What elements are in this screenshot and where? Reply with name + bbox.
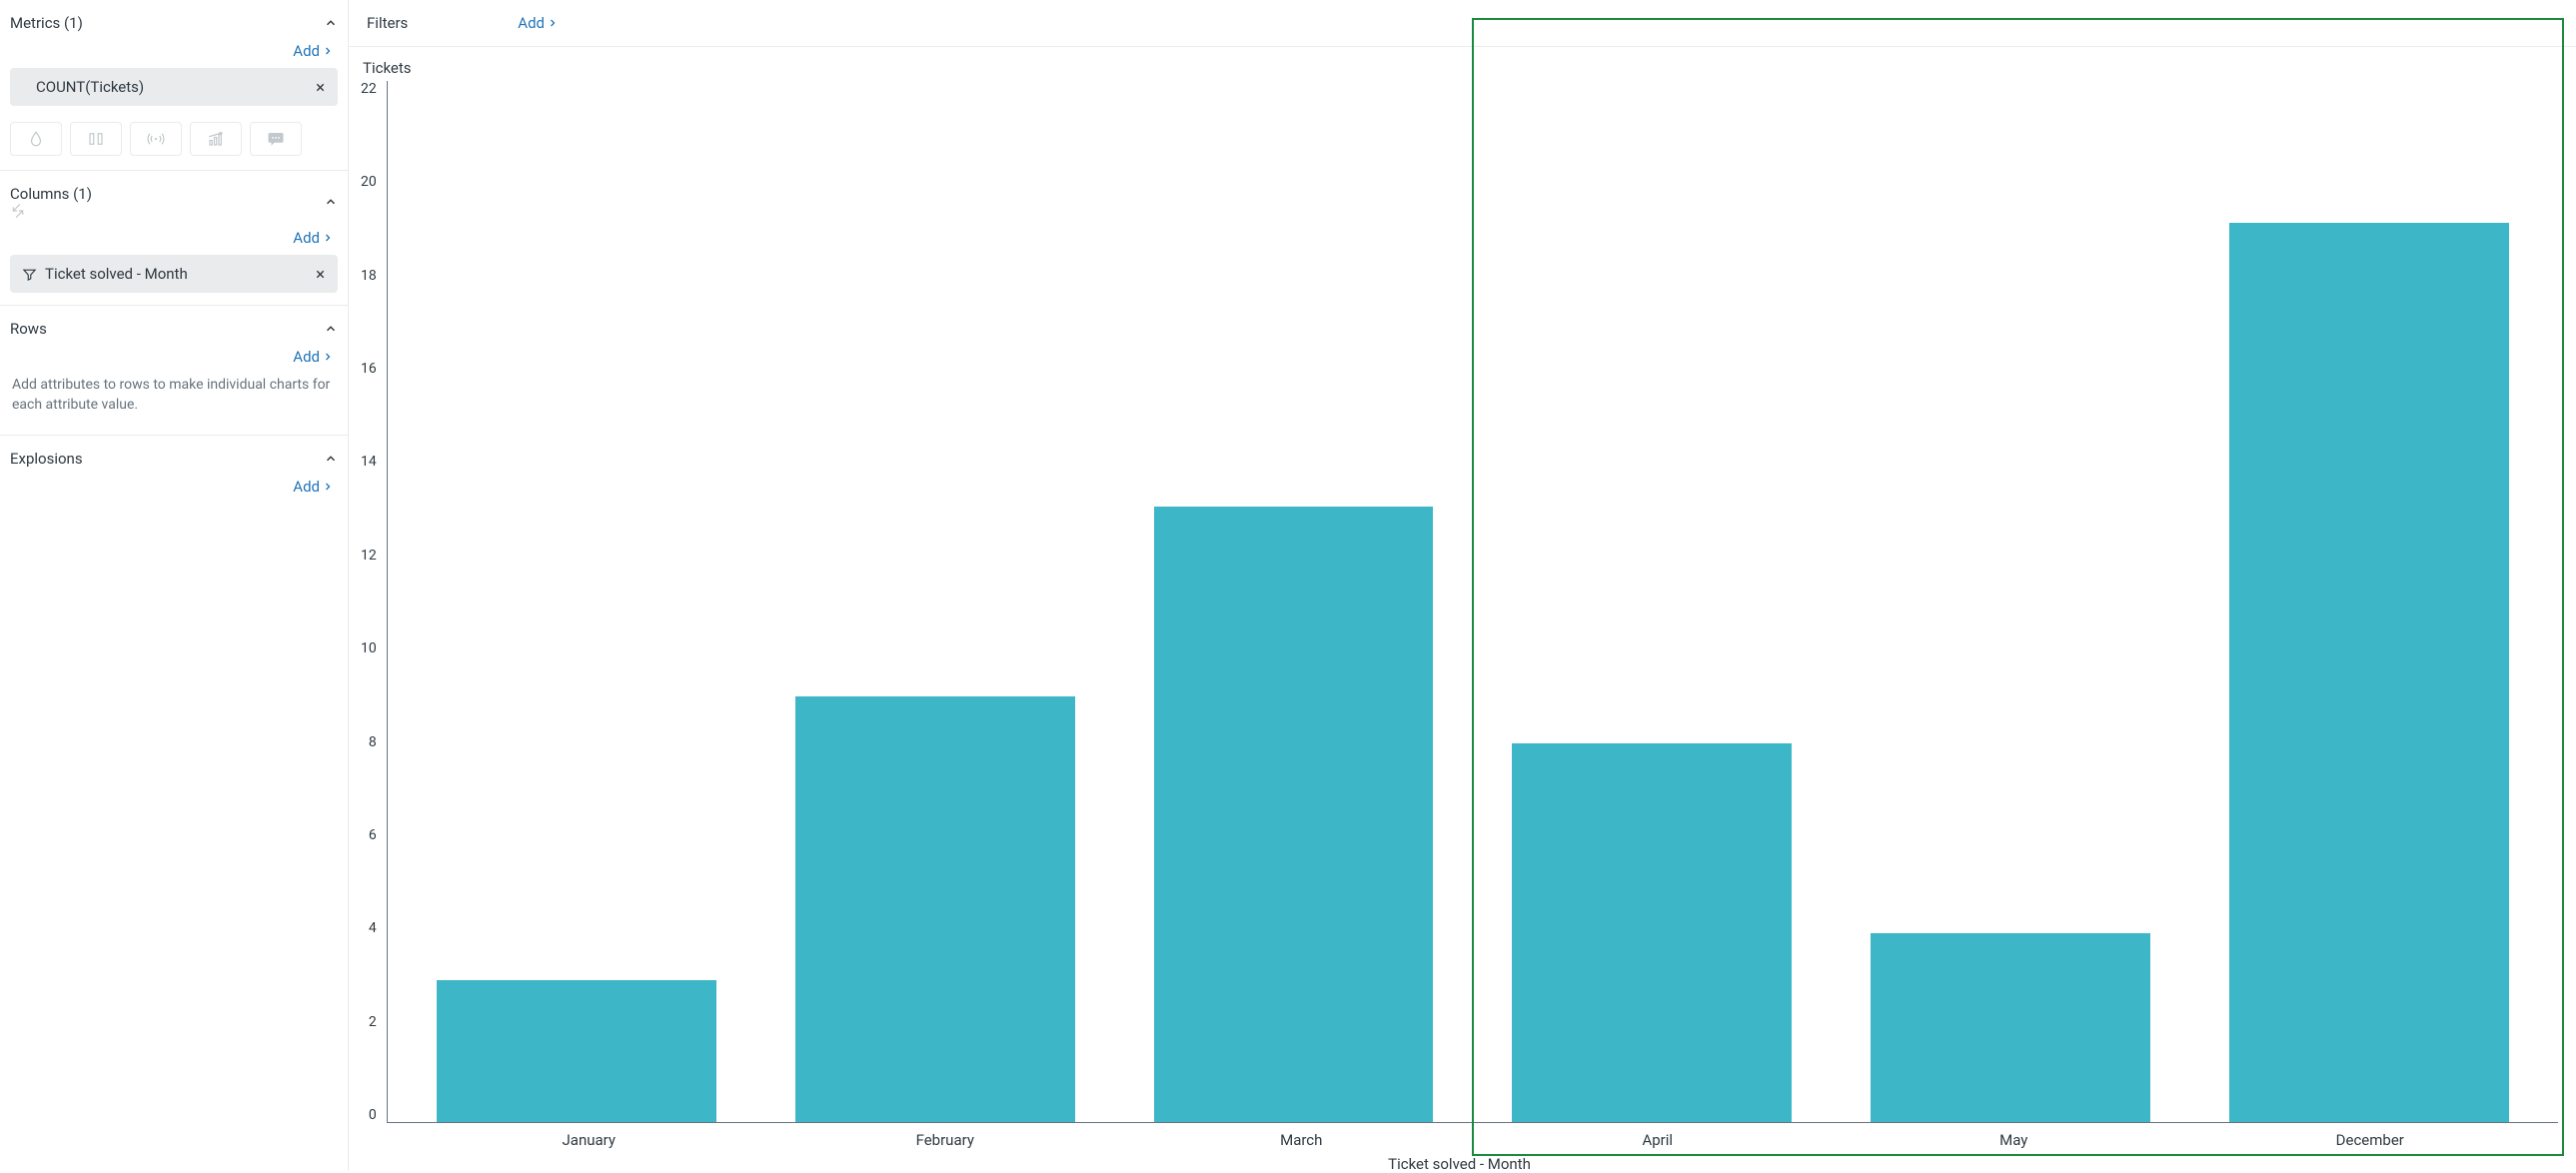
bar[interactable] — [1154, 507, 1434, 1122]
chevron-right-icon — [322, 45, 334, 57]
bar-column — [1114, 81, 1473, 1122]
metrics-title: Metrics (1) — [10, 14, 83, 32]
metrics-header[interactable]: Metrics (1) — [10, 10, 338, 36]
metrics-section: Metrics (1) Add COUNT(Tickets) — [0, 0, 348, 171]
filters-label: Filters — [367, 14, 408, 32]
add-label: Add — [293, 478, 320, 496]
bar-column — [398, 81, 756, 1122]
metrics-add-button[interactable]: Add — [10, 36, 338, 64]
add-label: Add — [293, 229, 320, 247]
explosions-title: Explosions — [10, 450, 83, 468]
bar-column — [1473, 81, 1832, 1122]
add-label: Add — [293, 42, 320, 60]
column-pill-label: Ticket solved - Month — [45, 265, 188, 283]
y-tick: 20 — [361, 174, 377, 190]
metric-pill-label: COUNT(Tickets) — [22, 78, 144, 96]
metric-tool-row — [10, 122, 338, 158]
chevron-right-icon — [547, 17, 559, 29]
y-tick: 0 — [369, 1107, 377, 1123]
rows-add-button[interactable]: Add — [10, 342, 338, 370]
columns-section: Columns (1) Add — [0, 171, 348, 306]
chart-wrap: 2220181614121086420 — [361, 81, 2558, 1123]
y-tick: 10 — [361, 640, 377, 656]
metric-pill[interactable]: COUNT(Tickets) — [10, 68, 338, 106]
chevron-right-icon — [322, 481, 334, 493]
chevron-right-icon — [322, 351, 334, 363]
chevron-up-icon — [324, 195, 338, 209]
x-tick: April — [1480, 1123, 1837, 1149]
columns-add-button[interactable]: Add — [10, 223, 338, 251]
y-tick: 14 — [361, 454, 377, 470]
chart-area: Tickets 2220181614121086420 JanuaryFebru… — [349, 47, 2576, 1171]
explosions-section: Explosions Add — [0, 436, 348, 512]
drop-icon[interactable] — [10, 122, 62, 156]
x-tick: May — [1836, 1123, 2192, 1149]
close-icon[interactable] — [315, 269, 326, 280]
column-pill[interactable]: Ticket solved - Month — [10, 255, 338, 293]
y-tick: 22 — [361, 81, 377, 97]
column-pill-label-wrap: Ticket solved - Month — [22, 265, 188, 283]
bar[interactable] — [1871, 933, 2150, 1122]
bar-column — [1832, 81, 2190, 1122]
columns-icon[interactable] — [70, 122, 122, 156]
chevron-up-icon — [324, 322, 338, 336]
comment-icon[interactable] — [250, 122, 302, 156]
x-tick: February — [767, 1123, 1124, 1149]
chart-y-axis: 2220181614121086420 — [361, 81, 387, 1123]
rows-title: Rows — [10, 320, 47, 338]
bar[interactable] — [1512, 743, 1792, 1122]
app-root: Metrics (1) Add COUNT(Tickets) — [0, 0, 2576, 1171]
rows-header[interactable]: Rows — [10, 316, 338, 342]
main-area: Filters Add Tickets 2220181614121086420 … — [349, 0, 2576, 1171]
metric-pill-label-wrap: COUNT(Tickets) — [22, 78, 144, 96]
x-tick: December — [2192, 1123, 2549, 1149]
chart-x-title: Ticket solved - Month — [361, 1155, 2558, 1173]
chart-y-title: Tickets — [363, 59, 2558, 77]
chart-plot — [387, 81, 2558, 1123]
bar-column — [2189, 81, 2548, 1122]
x-tick: March — [1123, 1123, 1480, 1149]
columns-header[interactable]: Columns (1) — [10, 181, 338, 223]
add-label: Add — [518, 14, 545, 32]
rows-section: Rows Add Add attributes to rows to make … — [0, 306, 348, 436]
filters-add-button[interactable]: Add — [518, 14, 559, 32]
bar[interactable] — [2229, 223, 2509, 1122]
bar[interactable] — [795, 696, 1075, 1122]
y-tick: 6 — [369, 827, 377, 843]
y-tick: 12 — [361, 548, 377, 564]
y-tick: 18 — [361, 268, 377, 284]
filter-icon — [22, 267, 37, 282]
explosions-header[interactable]: Explosions — [10, 446, 338, 472]
x-tick: January — [411, 1123, 767, 1149]
signal-icon[interactable] — [130, 122, 182, 156]
add-label: Add — [293, 348, 320, 366]
config-sidebar: Metrics (1) Add COUNT(Tickets) — [0, 0, 349, 1171]
swap-icon[interactable] — [10, 203, 96, 219]
filter-bar: Filters Add — [349, 0, 2576, 47]
rows-helper: Add attributes to rows to make individua… — [10, 370, 338, 423]
close-icon[interactable] — [315, 82, 326, 93]
columns-title: Columns (1) — [10, 185, 96, 219]
y-tick: 16 — [361, 361, 377, 377]
y-tick: 8 — [369, 734, 377, 750]
explosions-add-button[interactable]: Add — [10, 472, 338, 500]
chevron-up-icon — [324, 16, 338, 30]
chart-x-labels: JanuaryFebruaryMarchAprilMayDecember — [401, 1123, 2558, 1149]
bar-column — [755, 81, 1114, 1122]
y-tick: 2 — [369, 1014, 377, 1030]
y-tick: 4 — [369, 920, 377, 936]
bar[interactable] — [437, 980, 716, 1122]
chevron-up-icon — [324, 452, 338, 466]
trend-icon[interactable] — [190, 122, 242, 156]
chevron-right-icon — [322, 232, 334, 244]
